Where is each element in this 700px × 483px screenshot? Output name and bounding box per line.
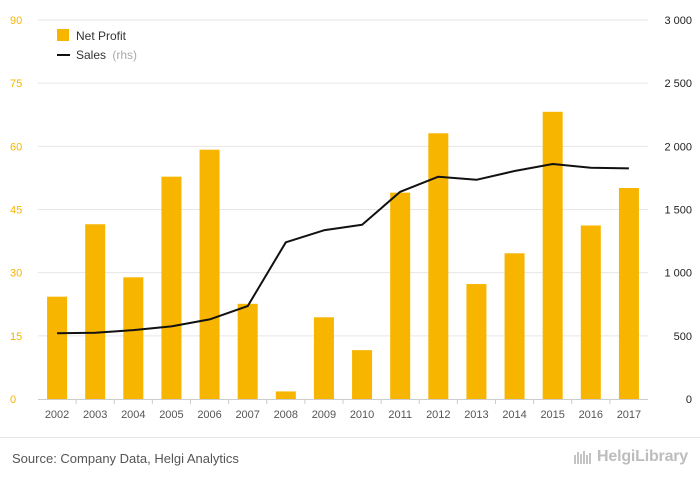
- y-left-tick-label: 15: [10, 331, 22, 343]
- x-tick-label: 2009: [312, 409, 336, 421]
- net-profit-bar: [390, 192, 411, 399]
- net-profit-bars: [47, 111, 639, 400]
- brand-logo: HelgiLibrary: [573, 448, 688, 466]
- net-profit-bar: [199, 149, 220, 399]
- y-left-tick-label: 60: [10, 141, 22, 153]
- x-tick-label: 2003: [83, 409, 107, 421]
- y-right-tick-label: 2 000: [664, 141, 692, 153]
- y-left-tick-label: 45: [10, 205, 22, 217]
- legend-net-profit-swatch: [57, 29, 69, 41]
- sales-line-layer: [57, 163, 629, 335]
- legend-net-profit-label: Net Profit: [76, 29, 127, 43]
- x-tick-label: 2004: [121, 409, 145, 421]
- net-profit-bar: [504, 253, 525, 399]
- sales-line: [57, 163, 629, 335]
- y-right-tick-label: 0: [686, 394, 692, 406]
- net-profit-bar: [428, 133, 449, 400]
- x-tick-label: 2012: [426, 409, 450, 421]
- library-icon: [574, 451, 592, 464]
- y-right-tick-label: 1 500: [664, 205, 692, 217]
- net-profit-bar: [275, 391, 296, 399]
- y-left-tick-label: 75: [10, 78, 22, 90]
- net-profit-bar: [352, 350, 373, 399]
- x-tick-label: 2008: [274, 409, 298, 421]
- net-profit-bar: [618, 188, 639, 399]
- footer-divider: [0, 437, 700, 438]
- x-tick-label: 2016: [579, 409, 603, 421]
- net-profit-bar: [47, 296, 68, 399]
- x-tick-label: 2015: [540, 409, 564, 421]
- net-profit-bar: [542, 111, 563, 400]
- y-right-tick-label: 3 000: [664, 15, 692, 27]
- y-left-tick-label: 0: [10, 394, 16, 406]
- x-tick-label: 2014: [502, 409, 526, 421]
- net-profit-bar: [580, 225, 601, 399]
- combo-chart: 0 15 30 45 60 75 90 0 500 1 000 1 500 2 000 2 500 3 0…: [10, 15, 692, 421]
- axes: 0 15 30 45 60 75 90 0 500 1 000 1 500 2 000 2 500 3 0…: [10, 15, 692, 421]
- net-profit-bar: [237, 303, 258, 399]
- x-tick-label: 2005: [159, 409, 183, 421]
- legend-sales-text: Sales (rhs): [76, 48, 137, 62]
- x-tick-label: 2010: [350, 409, 374, 421]
- legend: Net Profit Sales (rhs): [57, 29, 137, 62]
- legend-sales-label: Sales: [76, 48, 106, 62]
- x-tick-label: 2007: [235, 409, 259, 421]
- y-right-tick-label: 2 500: [664, 78, 692, 90]
- net-profit-bar: [161, 176, 182, 399]
- brand-name: HelgiLibrary: [597, 448, 688, 465]
- y-left-tick-label: 30: [10, 268, 22, 280]
- y-left-tick-label: 90: [10, 15, 22, 27]
- net-profit-bar: [123, 277, 144, 399]
- x-tick-label: 2006: [197, 409, 221, 421]
- y-right-tick-label: 1 000: [664, 268, 692, 280]
- net-profit-bar: [313, 317, 334, 399]
- legend-sales-suffix: (rhs): [112, 48, 137, 62]
- source-note: Source: Company Data, Helgi Analytics: [12, 451, 239, 466]
- net-profit-bar: [85, 224, 106, 399]
- x-tick-label: 2017: [617, 409, 641, 421]
- y-right-tick-label: 500: [674, 331, 692, 343]
- net-profit-bar: [466, 284, 487, 399]
- x-tick-label: 2002: [45, 409, 69, 421]
- x-tick-label: 2011: [388, 409, 412, 421]
- x-tick-label: 2013: [464, 409, 488, 421]
